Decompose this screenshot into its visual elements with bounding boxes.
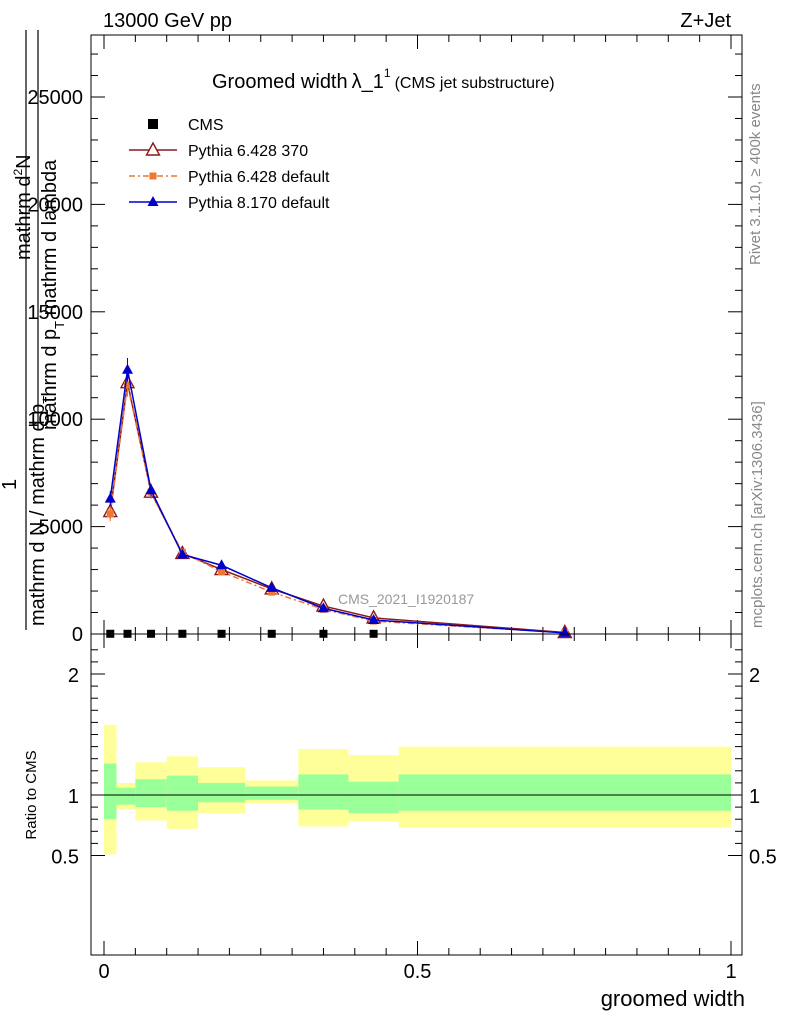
series-marker — [106, 510, 114, 518]
ylabel-bottom-text: mathrm d N / mathrm d p — [27, 404, 49, 626]
main-ytick-label: 10000 — [27, 409, 83, 431]
series-marker — [266, 581, 278, 592]
main-ytick-label: 25000 — [27, 87, 83, 109]
ratio-band-green — [116, 787, 136, 805]
ratio-frame — [90, 633, 743, 956]
ylabel-top: 1 — [0, 479, 21, 490]
main-ylabel: 1 mathrm d2N mathrm d pT mathrm d lambda… — [0, 30, 67, 630]
ratio-ytick-label-right: 0.5 — [749, 847, 777, 869]
ylabel-line1-sup: 2 — [11, 169, 25, 176]
chart-title: Groomed width λ_11 (CMS jet substructure) — [212, 66, 555, 93]
ylabel-line2-tail: mathrm d lambda — [39, 159, 61, 321]
legend-label: Pythia 6.428 370 — [188, 143, 308, 160]
ratio-band-green — [198, 782, 246, 803]
mcplots-label: mcplots.cern.ch [arXiv:1306.3436] — [749, 401, 766, 628]
chart-title-main: Groomed width — [212, 71, 348, 93]
chart-title-sup: 1 — [384, 66, 391, 80]
ratio-xtick-label: 0.5 — [404, 961, 432, 983]
series-marker — [145, 484, 157, 495]
ratio-ytick-label-right: 1 — [749, 786, 760, 808]
ylabel-line1: mathrm d2N — [11, 154, 35, 260]
main-ytick-label: 20000 — [27, 194, 83, 216]
legend-marker-cms — [148, 119, 158, 129]
ratio-bands — [104, 724, 731, 855]
series-marker — [317, 602, 329, 613]
ylabel-bottom: mathrm d N / mathrm d pT — [27, 396, 55, 626]
ylabel-line1-text: mathrm d — [13, 176, 35, 260]
series-marker — [104, 492, 116, 503]
ylabel-line2-sub: T — [52, 321, 67, 329]
ratio-xtick-label: 0 — [98, 961, 109, 983]
ratio-ylabel: Ratio to CMS — [23, 750, 40, 839]
ratio-band-green — [398, 774, 731, 811]
ratio-xtick-label: 1 — [725, 961, 736, 983]
main-series-group — [102, 357, 573, 639]
series-marker — [124, 381, 132, 389]
main-ytick-label: 15000 — [27, 302, 83, 324]
process-label: Z+Jet — [680, 10, 731, 32]
ylabel-line1-tail: N — [13, 154, 35, 168]
legend-label: Pythia 6.428 default — [188, 169, 330, 186]
legend-marker — [147, 196, 159, 206]
series-marker — [218, 568, 226, 576]
ratio-band-green — [348, 781, 399, 814]
ratio-band-green — [104, 763, 117, 820]
ratio-axes: 0.5 0.5 1 1 2 2 0 0.5 1 — [51, 634, 777, 983]
ratio-band-green — [245, 786, 299, 800]
legend-label: Pythia 8.170 default — [188, 195, 330, 212]
rivet-label: Rivet 3.1.10, ≥ 400k events — [747, 83, 764, 265]
series-marker — [268, 588, 276, 596]
ylabel-line2: mathrm d pT mathrm d lambda — [39, 159, 67, 430]
series-marker — [176, 548, 188, 559]
ylabel-line2-text: mathrm d p — [39, 329, 61, 430]
ratio-band-green — [135, 779, 167, 808]
chart-title-tail: (CMS jet substructure) — [395, 75, 555, 92]
ylabel-bottom-sub: T — [40, 396, 55, 404]
legend-marker — [149, 172, 157, 180]
legend: CMS Pythia 6.428 370 Pythia 6.428 default P… — [129, 117, 330, 212]
main-ytick-label: 0 — [72, 624, 83, 646]
analysis-watermark: CMS_2021_I1920187 — [338, 591, 474, 607]
ratio-band-green — [298, 774, 349, 810]
ratio-band-green — [166, 775, 199, 811]
ratio-ytick-label: 0.5 — [51, 847, 79, 869]
series-marker — [368, 614, 380, 625]
xaxis-label: groomed width — [601, 986, 745, 1011]
legend-label: CMS — [188, 117, 224, 134]
chart-title-symbol: λ_1 — [352, 71, 384, 93]
energy-label: 13000 GeV pp — [103, 10, 232, 32]
series-marker — [216, 559, 228, 570]
main-axes: 0 5000 10000 15000 20000 25000 — [27, 35, 742, 646]
ratio-ytick-label: 1 — [68, 786, 79, 808]
main-ytick-label: 5000 — [39, 517, 84, 539]
ratio-ytick-label-right: 2 — [749, 665, 760, 687]
ratio-ytick-label: 2 — [68, 665, 79, 687]
legend-marker — [145, 141, 161, 156]
series-marker — [122, 363, 134, 374]
